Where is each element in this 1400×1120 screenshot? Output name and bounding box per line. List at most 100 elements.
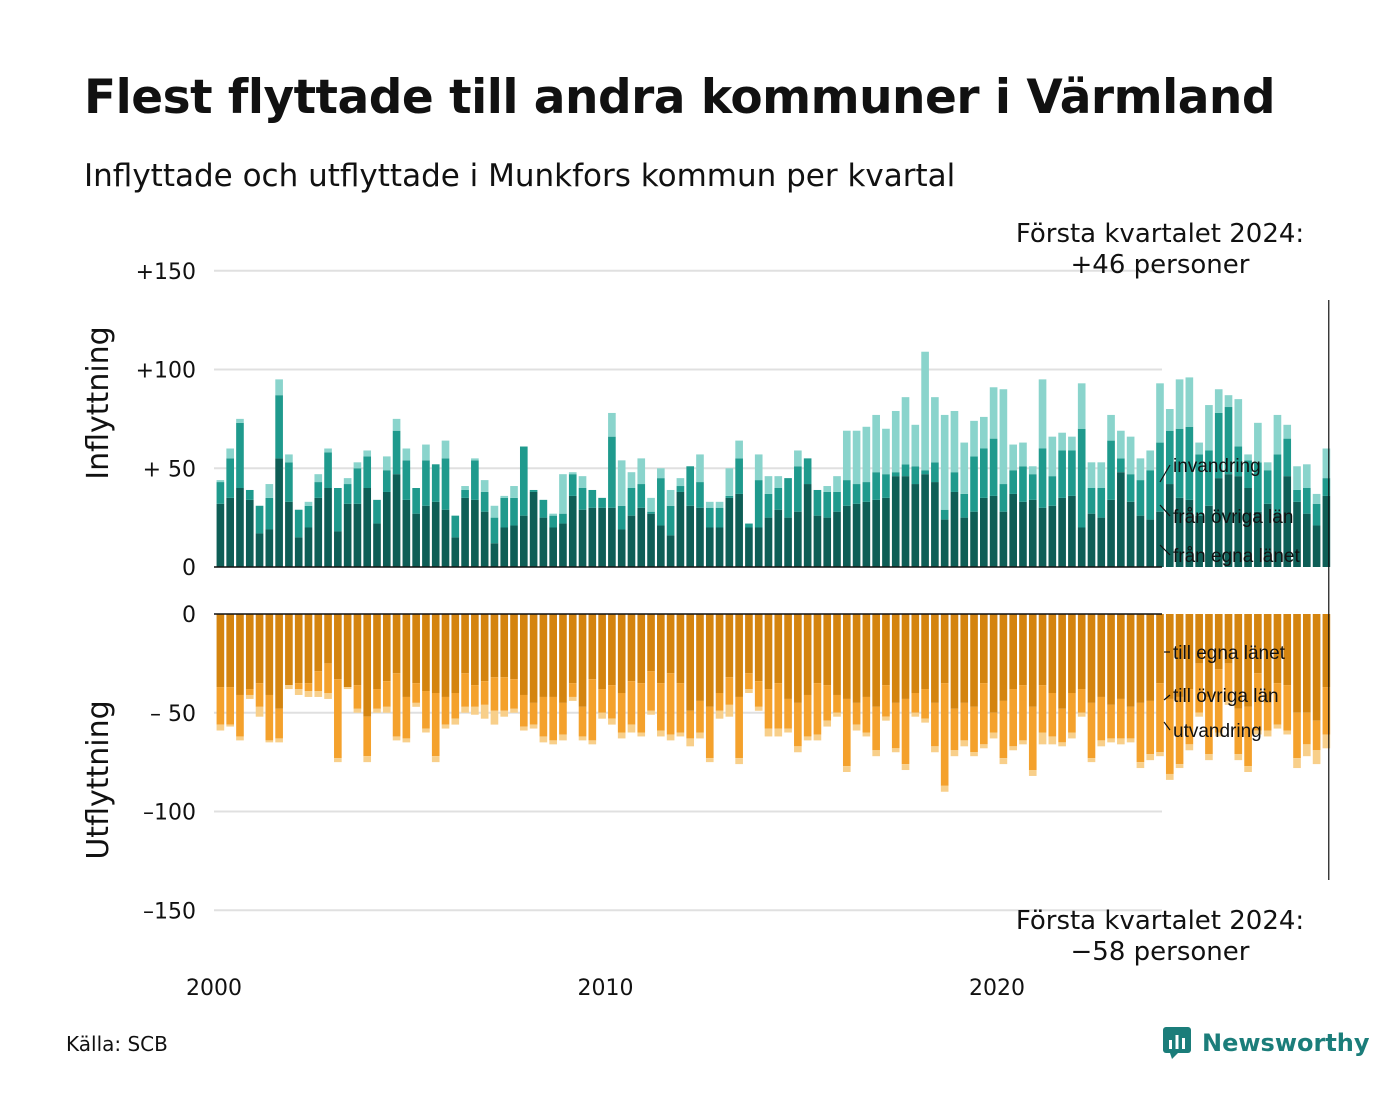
bar-out xyxy=(255,683,264,707)
bar-out xyxy=(794,614,802,703)
bar-in xyxy=(980,497,988,567)
bar-out xyxy=(872,750,880,757)
bar-in xyxy=(275,458,283,567)
bar-in xyxy=(1214,412,1223,479)
bar-out xyxy=(441,724,450,729)
bar-out xyxy=(1009,614,1017,690)
bar-in xyxy=(1165,430,1174,485)
bar-in xyxy=(1038,448,1047,508)
bar-in xyxy=(1224,407,1233,475)
bar-in xyxy=(705,507,714,528)
bar-out xyxy=(1273,614,1282,684)
legend-leader xyxy=(1159,464,1171,483)
bar-out xyxy=(784,728,792,733)
bar-out xyxy=(989,614,998,713)
bar-in xyxy=(343,503,352,567)
bar-in xyxy=(236,422,244,488)
bar-in xyxy=(1205,405,1213,451)
bar-out xyxy=(1156,752,1164,757)
bar-in xyxy=(852,484,861,504)
bar-out xyxy=(294,689,303,695)
bar-in xyxy=(324,452,332,488)
bar-out xyxy=(490,677,499,711)
bar-out xyxy=(715,710,724,719)
bar-in xyxy=(696,507,704,567)
bar-out xyxy=(931,614,939,703)
bar-in xyxy=(441,440,450,459)
bar-out xyxy=(617,732,626,739)
bar-in xyxy=(500,497,509,528)
bar-in xyxy=(402,499,411,567)
bar-in xyxy=(813,515,822,567)
brand-logo[interactable]: Newsworthy xyxy=(1162,1026,1370,1060)
bar-out xyxy=(842,614,851,699)
bar-in xyxy=(852,430,861,485)
bar-out xyxy=(940,614,949,684)
bar-out xyxy=(471,614,479,686)
bar-in xyxy=(833,511,841,567)
bar-in xyxy=(676,486,685,492)
bar-in xyxy=(1263,503,1272,567)
bar-in xyxy=(1136,480,1145,516)
bar-in xyxy=(1048,436,1057,477)
bar-in xyxy=(226,448,234,459)
y-tick-label-out: –150 xyxy=(143,899,196,924)
bar-in xyxy=(1136,515,1145,567)
bar-out xyxy=(1117,738,1125,745)
bar-in xyxy=(813,489,822,516)
bar-in xyxy=(872,414,880,473)
bar-out xyxy=(989,732,998,739)
bar-out xyxy=(1302,744,1311,757)
bar-out xyxy=(725,704,734,717)
bar-in xyxy=(304,527,313,567)
bar-in xyxy=(334,488,342,532)
bar-in xyxy=(353,503,362,567)
bar-out xyxy=(294,614,303,684)
bar-in xyxy=(1068,495,1076,567)
y-axis-title-out: Utflyttning xyxy=(81,700,116,859)
bar-out xyxy=(901,614,910,699)
bar-out xyxy=(950,750,959,757)
bar-out xyxy=(598,689,606,713)
bar-in xyxy=(764,493,773,518)
bar-in xyxy=(1107,414,1115,441)
bar-out xyxy=(1283,614,1292,686)
bar-out xyxy=(1234,708,1243,755)
legend-label-out: utvandring xyxy=(1173,721,1262,742)
legend-leader xyxy=(1163,721,1171,731)
bar-out xyxy=(1048,736,1057,745)
bar-in xyxy=(1009,493,1017,567)
bar-out xyxy=(637,732,646,737)
bar-out xyxy=(745,673,753,690)
bar-in xyxy=(471,460,479,500)
bar-out xyxy=(1077,614,1086,690)
bar-out xyxy=(745,689,753,693)
bar-out xyxy=(1302,712,1311,745)
bar-out xyxy=(911,614,920,693)
bar-out xyxy=(1038,732,1047,745)
bar-out xyxy=(392,673,401,737)
bar-in xyxy=(872,499,880,567)
bar-out xyxy=(931,702,939,747)
bar-out xyxy=(588,679,597,741)
bar-in xyxy=(490,517,499,544)
bar-in xyxy=(1126,474,1135,502)
annotation-top-line2: +46 personer xyxy=(1071,250,1250,280)
bar-in xyxy=(960,493,969,518)
bar-out xyxy=(1283,730,1292,735)
bar-out xyxy=(568,696,577,701)
legend-label-out: till övriga län xyxy=(1173,686,1279,707)
bar-out xyxy=(539,614,548,697)
bar-out xyxy=(842,766,851,772)
bar-in xyxy=(363,456,372,488)
bar-out xyxy=(735,758,743,765)
bar-in xyxy=(921,470,929,475)
bar-out xyxy=(1195,614,1203,664)
bar-out xyxy=(245,694,254,699)
bar-out xyxy=(999,614,1008,701)
bar-in xyxy=(265,529,274,567)
bar-out xyxy=(275,708,283,739)
bar-out xyxy=(842,698,851,767)
bar-out xyxy=(980,614,988,684)
bar-out xyxy=(1234,754,1243,761)
